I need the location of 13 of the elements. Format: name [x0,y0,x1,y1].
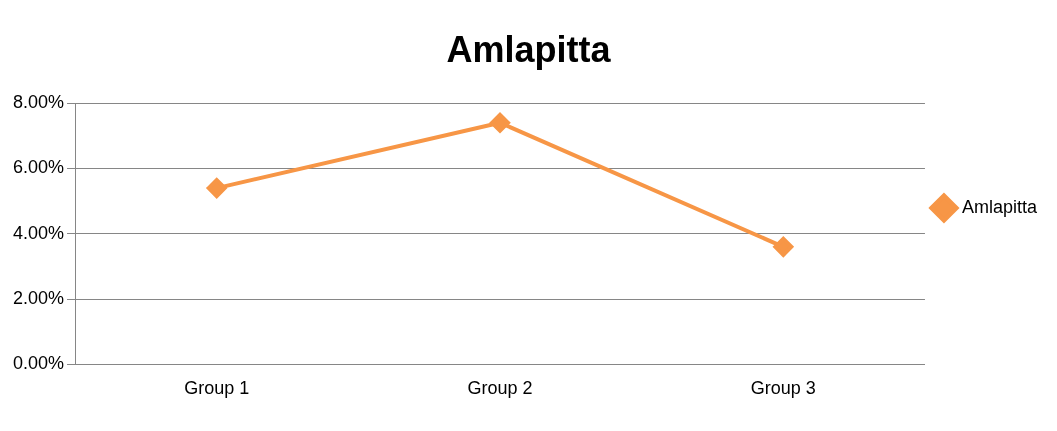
point [773,236,794,257]
point [206,178,227,199]
y-tick-label: 6.00% [12,157,65,178]
y-tick-label: 8.00% [12,92,65,113]
point [490,112,510,133]
x-tick-label: Group 1 [184,378,250,399]
chart-title: Amlapitta [446,28,612,70]
y-tick-label: 0.00% [12,353,65,374]
legend-label: Amlapitta [961,196,1038,217]
x-tick-label: Group 3 [750,378,816,399]
x-tick-label: Group 2 [467,378,533,399]
y-tick-label: 4.00% [12,222,65,243]
y-tick-label: 2.00% [12,288,65,309]
